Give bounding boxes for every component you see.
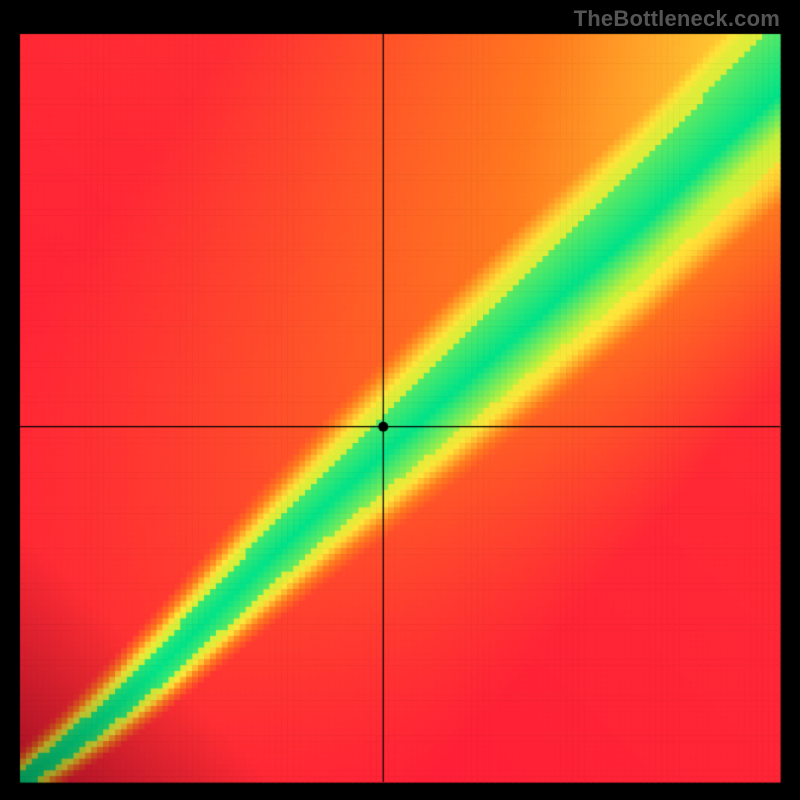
bottleneck-heatmap [0, 0, 800, 800]
watermark-text: TheBottleneck.com [574, 6, 780, 32]
chart-container: TheBottleneck.com [0, 0, 800, 800]
